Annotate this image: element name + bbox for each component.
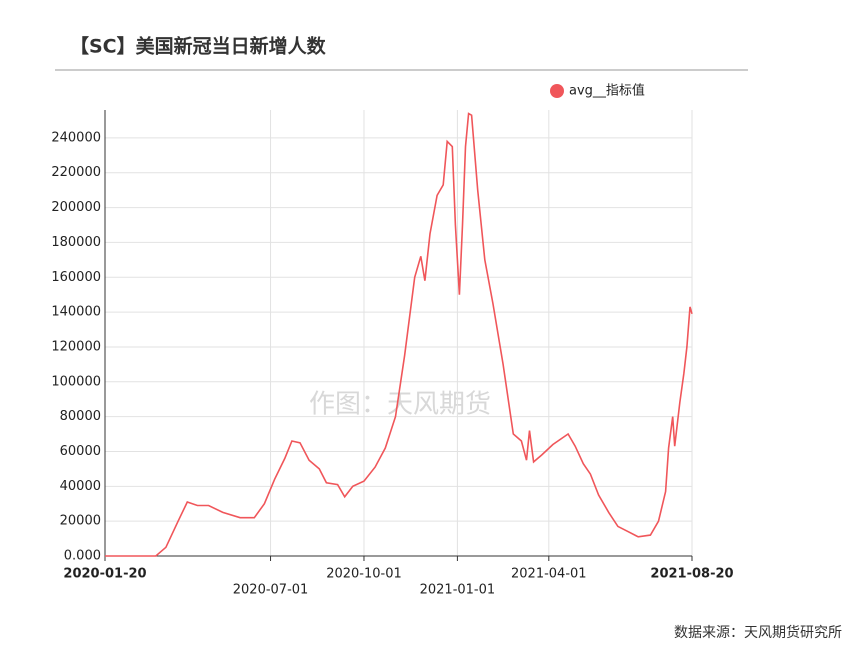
watermark: 作图：天风期货 [309, 390, 491, 420]
x-tick-label: 2021-01-01 [420, 583, 496, 598]
y-tick-label: 120000 [51, 339, 101, 354]
y-tick-label: 240000 [51, 130, 101, 145]
y-tick-label: 160000 [51, 270, 101, 285]
x-tick-label: 2020-01-20 [63, 567, 146, 582]
y-tick-label: 100000 [51, 374, 101, 389]
y-tick-label: 40000 [60, 479, 101, 494]
series-line [105, 112, 693, 557]
source-note: 数据来源：天风期货研究所 [674, 624, 842, 641]
y-tick-label: 60000 [60, 444, 101, 459]
legend-marker [550, 84, 564, 98]
y-tick-label: 0.000 [64, 549, 101, 564]
x-tick-label: 2021-04-01 [511, 567, 587, 582]
x-tick-label: 2021-08-20 [650, 567, 733, 582]
y-tick-label: 200000 [51, 200, 101, 215]
legend-label: avg__指标值 [569, 83, 645, 99]
x-tick-label: 2020-07-01 [233, 583, 309, 598]
y-tick-label: 220000 [51, 165, 101, 180]
y-tick-label: 180000 [51, 235, 101, 250]
x-tick-label: 2020-10-01 [326, 567, 402, 582]
y-tick-label: 140000 [51, 305, 101, 320]
y-tick-label: 80000 [60, 409, 101, 424]
y-tick-label: 20000 [60, 514, 101, 529]
chart-title: 【SC】美国新冠当日新增人数 [70, 35, 327, 58]
